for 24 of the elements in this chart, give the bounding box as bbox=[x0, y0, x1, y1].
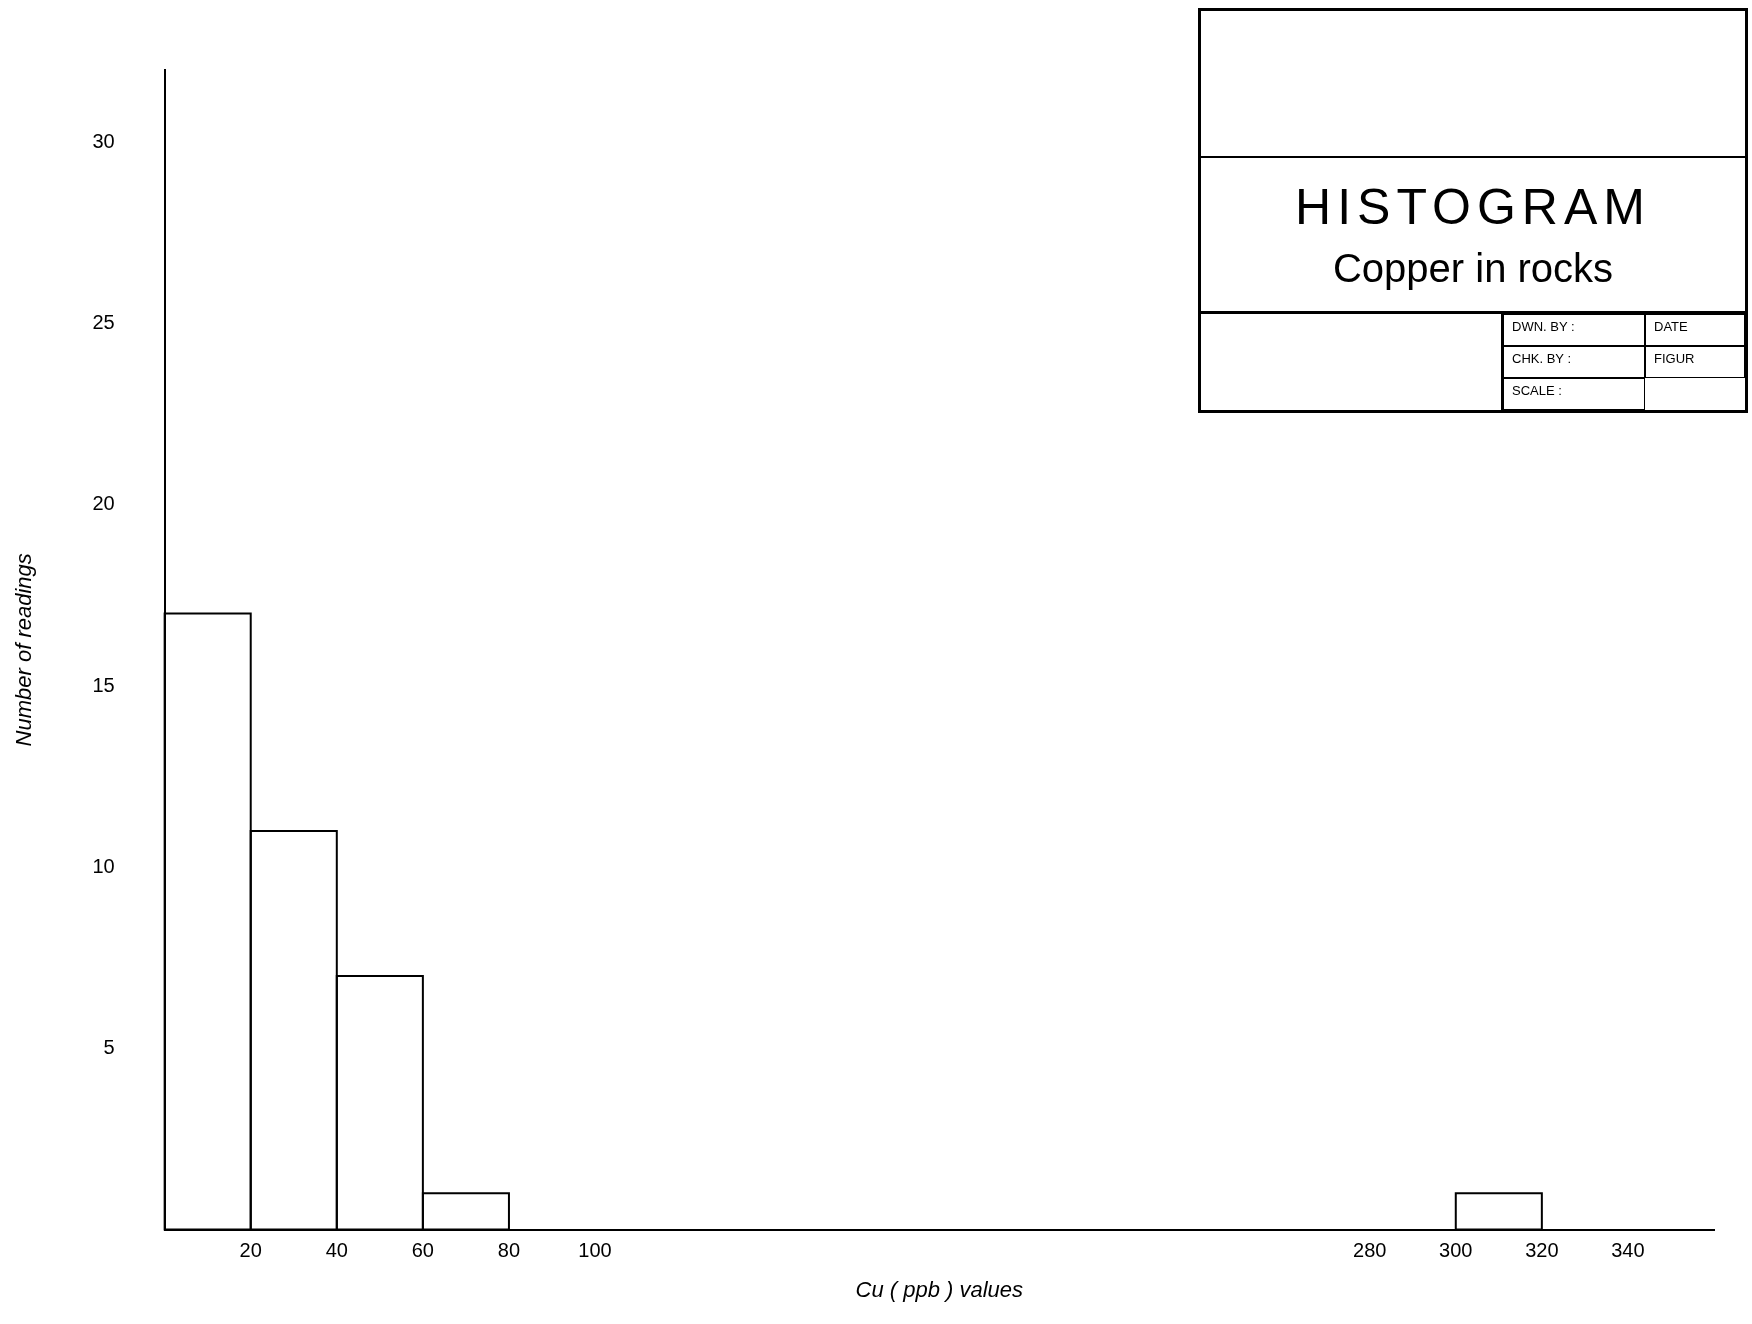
annotation: DATE bbox=[1645, 314, 1745, 346]
y-axis-title: Number of readings bbox=[11, 553, 37, 747]
chart-title: HISTOGRAM bbox=[1295, 179, 1651, 235]
y-tick-label: 25 bbox=[92, 311, 115, 334]
x-tick-label: 40 bbox=[325, 1239, 348, 1262]
x-axis-title: Cu ( ppb ) values bbox=[855, 1276, 1024, 1302]
y-tick-label: 20 bbox=[92, 492, 115, 515]
annotation: DWN. BY : bbox=[1503, 314, 1645, 346]
text: Copper in rocks bbox=[1332, 246, 1614, 290]
annotation: SCALE : bbox=[1503, 378, 1645, 410]
x-tick-label: 280 bbox=[1353, 1239, 1387, 1262]
annotation: CHK. BY : bbox=[1503, 346, 1645, 378]
x-tick-label: 340 bbox=[1611, 1239, 1645, 1262]
annotation: FIGUR bbox=[1645, 346, 1745, 378]
y-tick-label: 30 bbox=[92, 129, 115, 152]
x-tick-label: 320 bbox=[1525, 1239, 1559, 1262]
x-tick-label: 60 bbox=[411, 1239, 434, 1262]
y-tick-label: 15 bbox=[92, 673, 115, 696]
y-tick-label: 10 bbox=[92, 854, 115, 877]
x-tick-label: 100 bbox=[578, 1239, 612, 1262]
x-tick-label: 300 bbox=[1439, 1239, 1473, 1262]
x-tick-label: 80 bbox=[497, 1239, 521, 1262]
y-tick-label: 5 bbox=[103, 1035, 115, 1058]
x-tick-label: 20 bbox=[239, 1239, 262, 1262]
